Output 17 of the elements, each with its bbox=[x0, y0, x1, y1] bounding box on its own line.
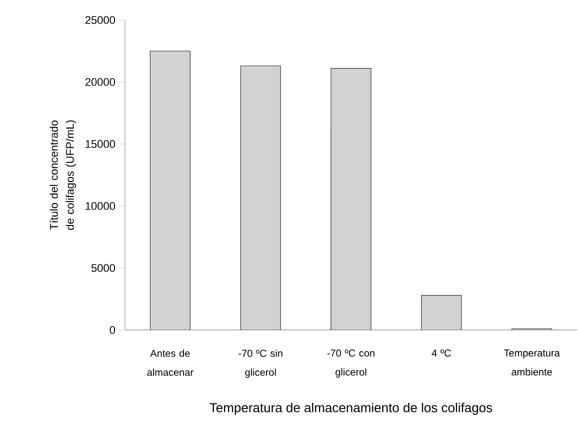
x-tick-label: Antes de almacenar bbox=[147, 350, 194, 376]
x-tick-label: 4 ºC bbox=[432, 350, 451, 357]
bar bbox=[330, 68, 372, 330]
y-tick-label: 15000 bbox=[86, 140, 116, 148]
y-tick-label: 0 bbox=[110, 326, 116, 334]
y-tick-label: 20000 bbox=[85, 78, 116, 86]
x-tick-label: -70 ºC con glicerol bbox=[327, 350, 374, 378]
bar bbox=[240, 66, 281, 330]
y-tick-label: 25000 bbox=[85, 16, 116, 24]
bar bbox=[421, 294, 462, 330]
x-axis-title: Temperatura de almacenamiento de los colifagos bbox=[210, 402, 492, 415]
y-tick-label: 10000 bbox=[86, 202, 116, 210]
x-tick-label: -70 ºC sin glicerol bbox=[238, 350, 282, 378]
y-tick-label: 5000 bbox=[91, 264, 116, 272]
y-axis-title: Título del concentrado de colifagos (UFP/mL) bbox=[50, 120, 76, 230]
x-tick-label: Temperatura ambiente bbox=[504, 350, 560, 376]
bar bbox=[150, 50, 191, 330]
